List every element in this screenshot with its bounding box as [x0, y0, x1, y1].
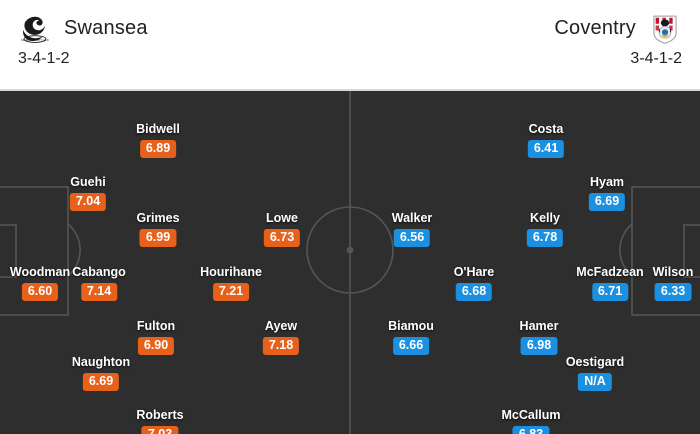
- player-name: O'Hare: [453, 265, 495, 279]
- player-rating-badge: 7.18: [262, 337, 300, 355]
- pitch: Woodman 6.60 Cabango 7.14 Guehi 7.04 Naughton 6…: [0, 91, 700, 434]
- player-wilson[interactable]: Wilson 6.33: [652, 265, 694, 301]
- player-ayew[interactable]: Ayew 7.18: [262, 319, 300, 355]
- player-rating-badge: 6.60: [21, 283, 59, 301]
- home-team-formation: 3-4-1-2: [18, 50, 70, 67]
- player-name: Guehi: [70, 175, 106, 189]
- player-name: Biamou: [388, 319, 434, 333]
- player-rating-badge: 6.66: [392, 337, 430, 355]
- away-team-formation: 3-4-1-2: [630, 50, 682, 67]
- player-costa[interactable]: Costa 6.41: [527, 122, 565, 158]
- player-rating-badge: 7.04: [69, 193, 107, 211]
- player-rating-badge: N/A: [578, 373, 612, 391]
- player-walker[interactable]: Walker 6.56: [391, 211, 433, 247]
- player-rating-badge: 6.68: [455, 283, 493, 301]
- player-grimes[interactable]: Grimes 6.99: [136, 211, 180, 247]
- player-oestigard[interactable]: Oestigard N/A: [566, 355, 624, 391]
- player-rating-badge: 6.69: [82, 373, 120, 391]
- player-o-hare[interactable]: O'Hare 6.68: [453, 265, 495, 301]
- player-rating-badge: 6.83: [512, 426, 550, 434]
- player-name: Wilson: [652, 265, 694, 279]
- player-name: Lowe: [266, 211, 298, 225]
- player-guehi[interactable]: Guehi 7.04: [69, 175, 107, 211]
- player-hourihane[interactable]: Hourihane 7.21: [200, 265, 262, 301]
- player-name: Walker: [391, 211, 433, 225]
- player-biamou[interactable]: Biamou 6.66: [388, 319, 434, 355]
- player-name: McCallum: [501, 408, 561, 422]
- player-name: Woodman: [9, 265, 71, 279]
- player-name: Ayew: [264, 319, 298, 333]
- swansea-crest-icon: SWANSEA CITY AFC: [21, 16, 49, 43]
- lineup-header: SWANSEA CITY AFC Swansea 3-4-1-2 Coventr…: [0, 0, 700, 91]
- away-team-block[interactable]: Coventry 3-4-1-2: [350, 0, 700, 89]
- player-name: Kelly: [530, 211, 560, 225]
- player-name: Oestigard: [565, 355, 625, 369]
- player-rating-badge: 7.03: [141, 426, 179, 434]
- player-name: Hyam: [589, 175, 625, 189]
- center-spot: [346, 246, 354, 254]
- player-kelly[interactable]: Kelly 6.78: [526, 211, 564, 247]
- pitch-markings: [0, 91, 700, 434]
- player-name: Fulton: [136, 319, 176, 333]
- player-hamer[interactable]: Hamer 6.98: [519, 319, 559, 355]
- player-rating-badge: 6.78: [526, 229, 564, 247]
- center-circle: [306, 206, 394, 294]
- home-team-name: Swansea: [64, 16, 148, 39]
- player-rating-badge: 6.73: [263, 229, 301, 247]
- player-rating-badge: 7.14: [80, 283, 118, 301]
- player-rating-badge: 7.21: [212, 283, 250, 301]
- right-goal-area: [683, 224, 700, 278]
- away-team-name: Coventry: [554, 16, 636, 39]
- player-name: McFadzean: [576, 265, 644, 279]
- player-roberts[interactable]: Roberts 7.03: [136, 408, 184, 434]
- home-team-row: SWANSEA CITY AFC Swansea: [0, 0, 350, 48]
- player-rating-badge: 6.71: [591, 283, 629, 301]
- player-cabango[interactable]: Cabango 7.14: [72, 265, 126, 301]
- player-rating-badge: 6.98: [520, 337, 558, 355]
- player-naughton[interactable]: Naughton 6.69: [72, 355, 130, 391]
- player-fulton[interactable]: Fulton 6.90: [137, 319, 175, 355]
- player-name: Hourihane: [200, 265, 262, 279]
- player-rating-badge: 6.33: [654, 283, 692, 301]
- player-mcfadzean[interactable]: McFadzean 6.71: [576, 265, 644, 301]
- home-team-block[interactable]: SWANSEA CITY AFC Swansea 3-4-1-2: [0, 0, 350, 89]
- player-name: Bidwell: [136, 122, 180, 136]
- player-rating-badge: 6.41: [527, 140, 565, 158]
- player-hyam[interactable]: Hyam 6.69: [588, 175, 626, 211]
- player-rating-badge: 6.99: [139, 229, 177, 247]
- player-name: Hamer: [519, 319, 559, 333]
- player-rating-badge: 6.56: [393, 229, 431, 247]
- player-name: Costa: [528, 122, 564, 136]
- player-name: Cabango: [72, 265, 126, 279]
- away-team-row: Coventry: [350, 0, 700, 48]
- left-penalty-arc: [67, 223, 81, 277]
- player-mccallum[interactable]: McCallum 6.83: [501, 408, 561, 434]
- right-penalty-arc: [619, 223, 633, 277]
- coventry-crest-icon: [653, 15, 677, 44]
- player-rating-badge: 6.90: [137, 337, 175, 355]
- right-penalty-area: [631, 186, 700, 316]
- player-name: Naughton: [71, 355, 131, 369]
- svg-text:SWANSEA CITY AFC: SWANSEA CITY AFC: [21, 38, 49, 42]
- player-name: Roberts: [136, 408, 184, 422]
- player-rating-badge: 6.69: [588, 193, 626, 211]
- player-rating-badge: 6.89: [139, 140, 177, 158]
- player-bidwell[interactable]: Bidwell 6.89: [136, 122, 180, 158]
- player-woodman[interactable]: Woodman 6.60: [10, 265, 70, 301]
- player-name: Grimes: [136, 211, 180, 225]
- left-penalty-area: [0, 186, 69, 316]
- left-goal-area: [0, 224, 17, 278]
- player-lowe[interactable]: Lowe 6.73: [263, 211, 301, 247]
